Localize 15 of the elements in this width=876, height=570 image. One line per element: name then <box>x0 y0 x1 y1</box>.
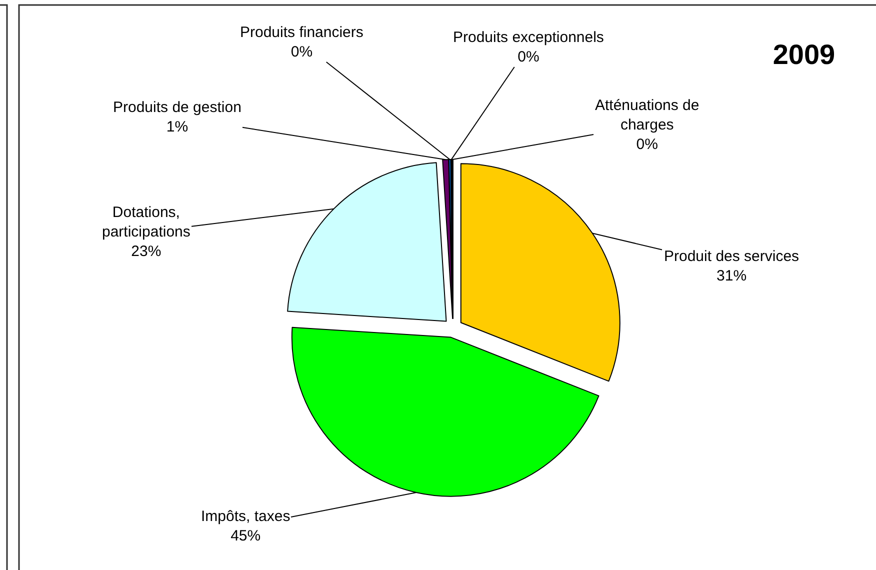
slice-label: Impôts, taxes <box>201 508 290 525</box>
slice-label: Atténuations de charges <box>595 97 700 134</box>
slice-label: Dotations, participations <box>102 204 190 240</box>
slice-label: Produits financiers <box>240 24 364 41</box>
data-label: 0% <box>518 48 540 66</box>
text: 2009 <box>772 38 836 70</box>
data-label: 31% <box>716 268 747 284</box>
data-label: 0% <box>290 44 313 60</box>
data-label: 0% <box>636 136 658 153</box>
slice-label: Produit des services <box>664 248 800 265</box>
slice-label: Produits de gestion <box>113 99 242 116</box>
slice-label: Produits exceptionnels <box>453 29 604 46</box>
data-label: 23% <box>131 243 162 260</box>
data-label: 1% <box>166 118 188 136</box>
data-label: 45% <box>230 528 261 544</box>
